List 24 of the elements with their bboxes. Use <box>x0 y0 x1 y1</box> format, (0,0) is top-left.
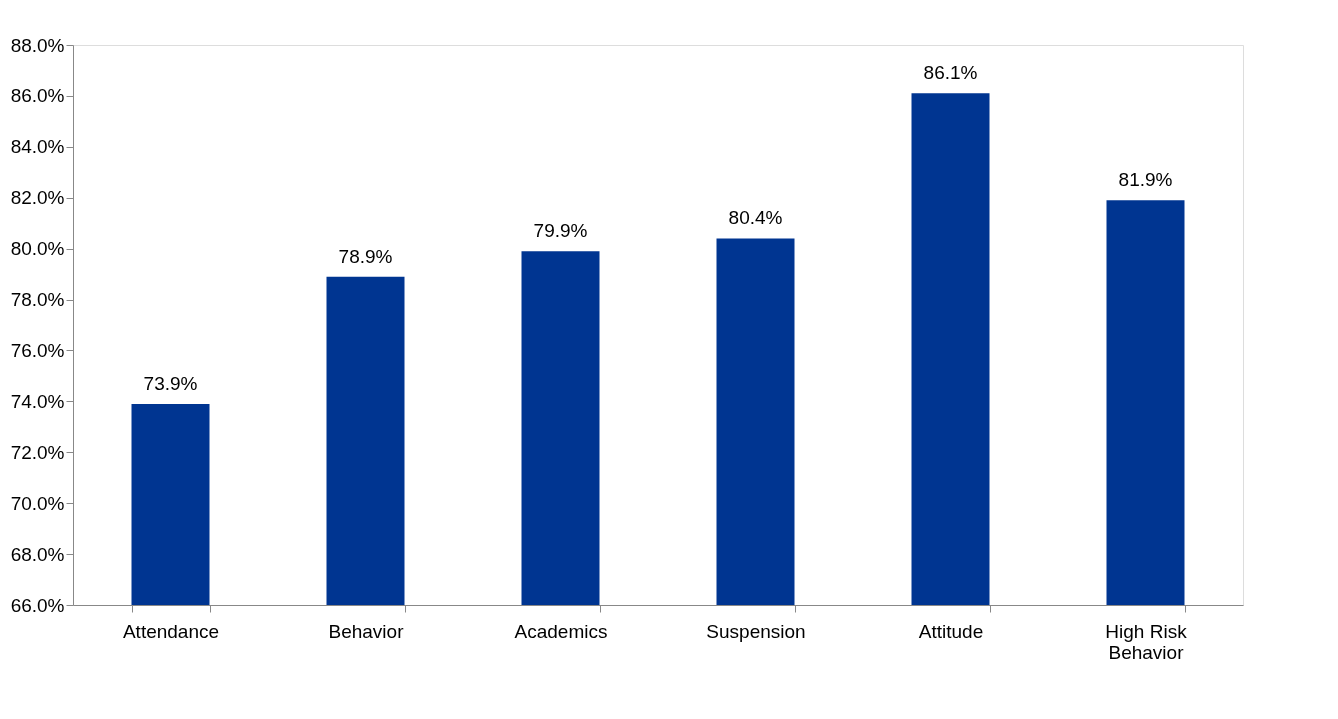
data-label: 80.4% <box>728 207 783 229</box>
x-tick-label: High Risk Behavior <box>1105 620 1188 663</box>
y-tick-label: 80.0% <box>10 238 65 260</box>
y-tick-label: 76.0% <box>10 339 65 361</box>
y-tick-label: 82.0% <box>10 187 65 209</box>
y-tick-label: 72.0% <box>10 441 65 463</box>
y-tick-label: 86.0% <box>10 85 65 107</box>
y-tick-label: 70.0% <box>10 492 65 514</box>
y-tick-label: 74.0% <box>10 390 65 412</box>
data-label: 78.9% <box>338 245 393 267</box>
x-tick-label: Attendance <box>122 620 220 642</box>
x-tick-label: Behavior <box>328 620 405 642</box>
data-label: 73.9% <box>143 372 198 394</box>
data-label: 81.9% <box>1118 169 1173 191</box>
data-label: 79.9% <box>533 220 588 242</box>
y-tick-label: 88.0% <box>10 34 65 56</box>
y-tick-label: 68.0% <box>10 543 65 565</box>
x-tick-label: Academics <box>514 620 608 642</box>
x-tick-label: Suspension <box>706 620 806 642</box>
data-label: 86.1% <box>923 62 978 84</box>
y-tick-label: 66.0% <box>10 594 65 616</box>
y-tick-label: 78.0% <box>10 289 65 311</box>
y-tick-label: 84.0% <box>10 136 65 158</box>
x-tick-label: Attitude <box>918 620 984 642</box>
